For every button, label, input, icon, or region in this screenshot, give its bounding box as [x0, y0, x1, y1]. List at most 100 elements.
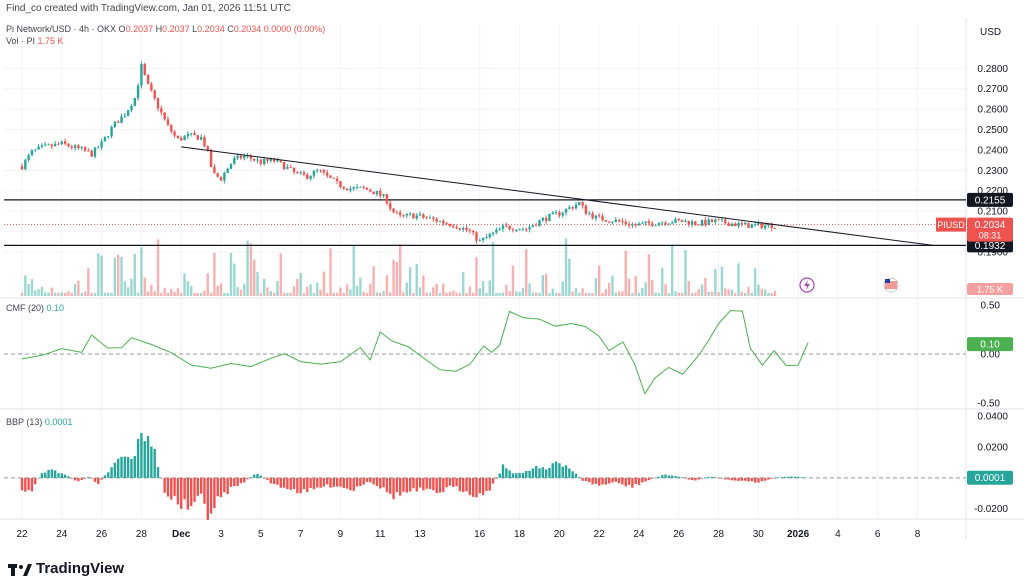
bbp-bar	[60, 473, 64, 478]
bbp-bar	[737, 477, 740, 481]
volume-bar	[402, 292, 405, 296]
candle-body	[296, 171, 299, 174]
candle-body	[259, 159, 263, 164]
candle-body	[292, 167, 296, 172]
candle-body	[113, 121, 117, 127]
bbp-bar	[680, 477, 684, 478]
volume-bar	[634, 275, 637, 296]
volume-bar	[349, 289, 352, 296]
volume-bar	[690, 292, 694, 296]
candle-body	[349, 188, 352, 191]
bbp-bar	[236, 477, 239, 487]
candle-body	[724, 219, 727, 224]
volume-value: 1.75 K	[37, 36, 64, 46]
volume-bar	[544, 273, 548, 296]
candle-body	[558, 212, 561, 216]
bbp-bar	[77, 477, 80, 482]
volume-label: Vol · PI	[6, 36, 36, 46]
candle-body	[442, 220, 445, 224]
bbp-bar	[375, 477, 379, 486]
volume-bar	[312, 292, 316, 296]
bbp-bar	[621, 477, 624, 485]
bbp-bar	[27, 477, 30, 491]
volume-bar	[432, 287, 435, 296]
price-tick-label: 0.2200	[977, 186, 1008, 197]
last-price-badge	[967, 217, 1013, 242]
bbp-bar	[319, 477, 322, 488]
bbp-bar	[740, 477, 744, 481]
candle-body	[20, 166, 24, 170]
volume-bar	[558, 292, 561, 296]
candle-body	[385, 194, 389, 204]
candle-body	[365, 187, 369, 190]
bbp-bar	[528, 470, 531, 478]
bbp-bar	[329, 477, 332, 488]
bbp-bar	[554, 461, 558, 478]
volume-bar	[501, 292, 505, 296]
candle-body	[770, 224, 773, 229]
bbp-bar	[256, 474, 259, 478]
cmf-tick-label: 0.50	[981, 300, 1001, 311]
volume-bar	[196, 293, 200, 296]
bbp-bar	[83, 477, 87, 479]
volume-bar	[561, 281, 564, 296]
candle-body	[753, 224, 757, 226]
bbp-bar	[362, 477, 365, 485]
bbp-bar	[246, 477, 249, 480]
volume-bar	[554, 293, 558, 296]
bbp-bar	[634, 477, 637, 484]
candle-body	[372, 191, 375, 195]
bbp-bar	[508, 470, 511, 478]
candle-body	[262, 159, 266, 164]
candle-body	[392, 208, 395, 213]
candle-body	[581, 202, 584, 206]
volume-bar	[551, 288, 554, 296]
candle-body	[743, 222, 747, 225]
time-tick-label: 2026	[787, 529, 810, 540]
ohlc-high: H0.2037	[155, 24, 190, 34]
price-tick-label: 0.2600	[977, 105, 1008, 116]
countdown-label: 08:31	[979, 231, 1002, 241]
bbp-bar	[432, 477, 435, 491]
price-tick-label: 0.2300	[977, 166, 1008, 177]
tradingview-logo[interactable]: TradingView	[8, 560, 124, 577]
bbp-legend: BBP (13) 0.0001	[6, 417, 72, 427]
bbp-bar	[233, 477, 236, 487]
candle-body	[528, 227, 531, 230]
candle-body	[544, 217, 548, 221]
bbp-bar	[491, 477, 495, 484]
candle-body	[37, 146, 40, 150]
volume-bar	[724, 288, 727, 296]
bbp-bar	[408, 477, 412, 492]
bbp-bar	[465, 477, 468, 492]
bbp-bar	[146, 436, 150, 478]
volume-bar	[120, 256, 123, 296]
volume-bar	[398, 244, 402, 296]
candle-body	[435, 218, 438, 222]
volume-bar	[325, 292, 329, 296]
volume-bar	[173, 292, 176, 296]
bbp-bar	[564, 465, 568, 478]
candle-body	[654, 225, 657, 227]
volume-bar	[445, 292, 448, 296]
volume-bar	[598, 265, 601, 296]
volume-bar	[515, 291, 518, 296]
volume-bar	[239, 289, 243, 296]
bbp-bar	[687, 477, 690, 480]
volume-bar	[259, 292, 263, 296]
candle-body	[624, 221, 627, 224]
bbp-bar	[63, 474, 67, 478]
volume-bar	[710, 291, 714, 296]
candle-body	[501, 225, 505, 229]
bbp-bar	[299, 477, 302, 494]
bbp-bar	[90, 477, 93, 479]
volume-bar	[455, 292, 458, 296]
volume-bar	[27, 284, 30, 296]
volume-bar	[670, 244, 674, 296]
candle-body	[246, 155, 249, 157]
volume-badge	[967, 283, 1013, 295]
candle-body	[518, 229, 521, 231]
bbp-bar	[534, 466, 538, 478]
candle-body	[564, 208, 568, 213]
